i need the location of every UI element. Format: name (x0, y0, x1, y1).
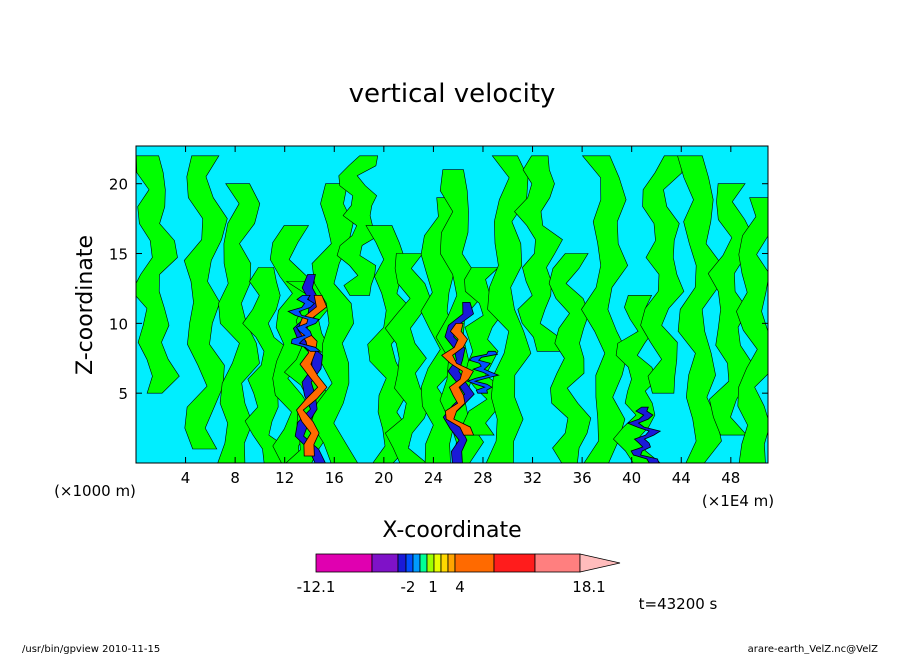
updraft-streak (136, 155, 180, 394)
x-tick-label: 4 (181, 469, 191, 487)
colorbar-arrow (579, 553, 621, 573)
updraft-streak (677, 155, 723, 463)
x-axis-ticks: 4 8 12 16 20 24 28 32 36 40 44 48 (181, 146, 740, 487)
x-tick-label: 36 (573, 469, 592, 487)
colorbar-segment (419, 553, 428, 573)
colorbar-segment (447, 553, 456, 573)
colorbar-segment (412, 553, 421, 573)
colorbar-tick-label: 4 (455, 578, 465, 596)
colorbar-tick-label: -2 (401, 578, 416, 596)
y-axis-label: Z-coordinate (73, 235, 98, 375)
x-tick-label: 16 (325, 469, 344, 487)
colorbar (315, 553, 621, 573)
x-tick-label: 32 (523, 469, 542, 487)
x-axis-label: X-coordinate (382, 518, 521, 543)
updraft-streak (548, 253, 592, 463)
y-tick-label: 20 (109, 176, 128, 194)
colorbar-segment (405, 553, 414, 573)
colorbar-tick-label: 18.1 (572, 578, 605, 596)
updraft-streak (183, 155, 228, 450)
convective-core (626, 406, 662, 463)
updraft-streak (485, 155, 532, 463)
y-tick-label: 15 (109, 246, 128, 264)
convective-core (466, 350, 500, 394)
y-axis-ticks: 5 10 15 20 (109, 176, 768, 403)
colorbar-segment (534, 553, 581, 573)
chart-title: vertical velocity (349, 79, 556, 109)
x-tick-label: 48 (721, 469, 740, 487)
colorbar-tick-label: 1 (428, 578, 438, 596)
x-unit-right: (×1E4 m) (702, 492, 774, 510)
x-tick-label: 20 (374, 469, 393, 487)
colorbar-segment (433, 553, 442, 573)
velocity-field (136, 155, 768, 463)
updraft-streak (736, 197, 768, 463)
updraft-streak (217, 183, 261, 463)
x-unit-left: (×1000 m) (54, 482, 136, 500)
plot-area (135, 145, 769, 464)
footer-left: /usr/bin/gpview 2010-11-15 (22, 644, 160, 654)
x-tick-label: 40 (622, 469, 641, 487)
convective-core (441, 323, 475, 436)
x-tick-label: 24 (424, 469, 443, 487)
updraft-streak (336, 155, 380, 296)
updraft-streak (581, 155, 629, 463)
x-tick-label: 8 (230, 469, 240, 487)
colorbar-segment (440, 553, 449, 573)
colorbar-segment (397, 553, 407, 573)
colorbar-segment (493, 553, 536, 573)
colorbar-tick-labels: -12.1 -2 1 4 18.1 (297, 578, 606, 596)
updraft-streak (242, 267, 292, 463)
footer-right: arare-earth_VelZ.nc@VelZ (748, 644, 879, 654)
time-label: t=43200 s (639, 595, 718, 613)
updraft-streak (514, 155, 563, 352)
convective-core (287, 295, 322, 352)
plot-frame (135, 145, 769, 464)
colorbar-tick-label: -12.1 (297, 578, 336, 596)
x-tick-label: 44 (672, 469, 691, 487)
x-tick-label: 12 (275, 469, 294, 487)
x-tick-label: 28 (473, 469, 492, 487)
y-tick-label: 5 (118, 385, 128, 403)
colorbar-segment (454, 553, 495, 573)
y-tick-label: 10 (109, 315, 128, 333)
colorbar-segment (315, 553, 373, 573)
colorbar-segment (426, 553, 435, 573)
colorbar-segment (371, 553, 399, 573)
